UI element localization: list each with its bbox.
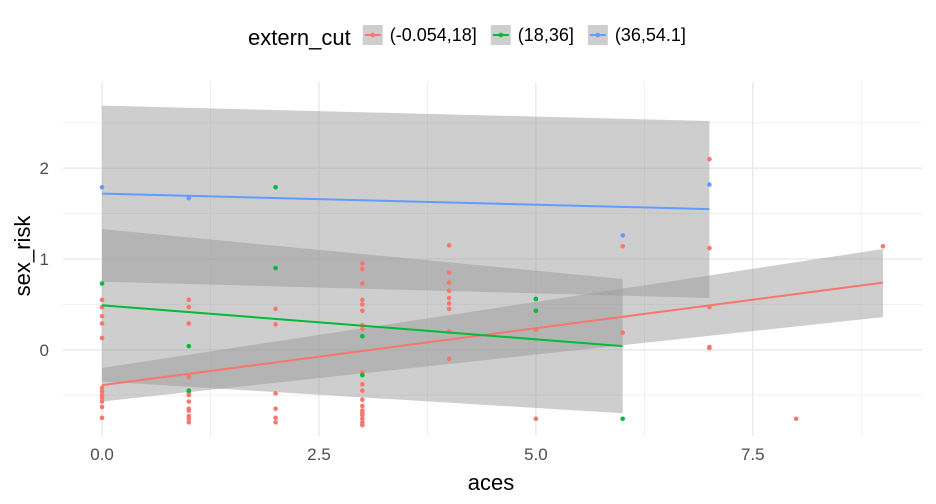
- legend-label: (-0.054,18]: [390, 25, 477, 45]
- data-point: [533, 416, 539, 422]
- grid: [63, 82, 922, 436]
- fit-line: [101, 304, 623, 348]
- legend-label: (36,54.1]: [615, 25, 686, 45]
- data-point: [880, 243, 886, 249]
- fit-line: [101, 281, 884, 387]
- data-point: [273, 406, 278, 412]
- fit-line: [102, 192, 710, 211]
- legend-label: (18,36]: [518, 25, 574, 45]
- data-point: [273, 306, 278, 312]
- data-point: [707, 245, 712, 251]
- data-point: [99, 313, 105, 319]
- data-point: [99, 335, 105, 341]
- data-point: [273, 391, 278, 396]
- data-point: [99, 404, 105, 410]
- confidence-band: [102, 249, 883, 402]
- data-point: [620, 243, 625, 249]
- data-point: [360, 281, 365, 286]
- data-point: [360, 372, 365, 378]
- y-axis-title: sex_risk: [10, 215, 35, 297]
- data-point: [186, 343, 192, 349]
- data-point: [99, 399, 105, 404]
- x-tick-label: 2.5: [307, 445, 331, 464]
- data-point: [360, 412, 365, 418]
- data-point: [273, 265, 278, 271]
- data-point: [360, 302, 365, 307]
- data-point: [186, 195, 192, 201]
- y-axis-ticks: 0 1 2: [40, 159, 49, 360]
- x-axis-ticks: 0.0 2.5 5.0 7.5: [90, 445, 764, 464]
- x-tick-label: 5.0: [524, 445, 548, 464]
- y-tick-label: 1: [40, 250, 49, 269]
- data-point: [273, 415, 278, 421]
- data-point: [360, 388, 365, 393]
- data-point: [793, 416, 799, 422]
- data-point: [707, 182, 712, 187]
- data-point: [360, 297, 365, 303]
- legend: extern_cut (-0.054,18] (18,36] (36,54.1]: [248, 25, 686, 50]
- data-point: [446, 301, 452, 306]
- data-point: [273, 184, 278, 190]
- data-point: [707, 156, 712, 162]
- legend-key: [362, 25, 383, 45]
- data-point: [360, 266, 365, 272]
- data-point: [620, 233, 625, 238]
- data-point: [360, 261, 365, 266]
- data-point: [620, 330, 625, 335]
- data-point: [360, 333, 365, 339]
- data-point: [99, 297, 105, 303]
- data-point: [99, 281, 105, 286]
- y-tick-label: 0: [40, 341, 49, 360]
- data-point: [273, 322, 278, 327]
- data-point: [186, 408, 192, 413]
- data-point: [186, 420, 192, 425]
- x-tick-label: 0.0: [90, 445, 114, 464]
- data-point: [99, 184, 105, 190]
- data-point: [99, 415, 105, 421]
- data-point: [360, 308, 365, 314]
- data-point: [360, 381, 365, 387]
- data-point: [360, 416, 365, 422]
- data-point: [186, 297, 192, 303]
- data-point: [99, 395, 105, 401]
- data-point: [186, 392, 192, 398]
- data-point: [446, 306, 452, 312]
- data-point: [273, 420, 278, 425]
- data-point: [186, 399, 192, 404]
- data-point: [186, 388, 192, 393]
- data-point: [533, 296, 539, 302]
- data-point: [446, 288, 452, 294]
- data-point: [99, 385, 105, 391]
- x-tick-label: 7.5: [741, 445, 765, 464]
- data-point: [99, 321, 105, 326]
- data-point: [186, 304, 192, 310]
- data-point: [446, 280, 452, 285]
- data-point: [360, 403, 365, 409]
- data-point: [446, 270, 452, 275]
- data-point: [186, 321, 192, 326]
- legend-key: [587, 25, 608, 45]
- fit-lines: [101, 192, 884, 387]
- legend-key: [490, 25, 511, 45]
- data-point: [360, 397, 365, 402]
- data-point: [446, 295, 452, 301]
- data-point: [186, 374, 192, 380]
- data-point: [446, 356, 452, 362]
- data-point: [446, 243, 452, 248]
- data-point: [186, 416, 192, 422]
- data-points: [99, 156, 886, 428]
- data-point: [620, 416, 625, 422]
- x-axis-title: aces: [468, 470, 514, 495]
- confidence-bands: [102, 105, 883, 414]
- data-point: [360, 326, 365, 332]
- data-point: [533, 308, 539, 314]
- data-point: [99, 389, 105, 394]
- y-tick-label: 2: [40, 159, 49, 178]
- legend-title: extern_cut: [248, 25, 351, 50]
- data-point: [707, 345, 712, 351]
- data-point: [360, 422, 365, 428]
